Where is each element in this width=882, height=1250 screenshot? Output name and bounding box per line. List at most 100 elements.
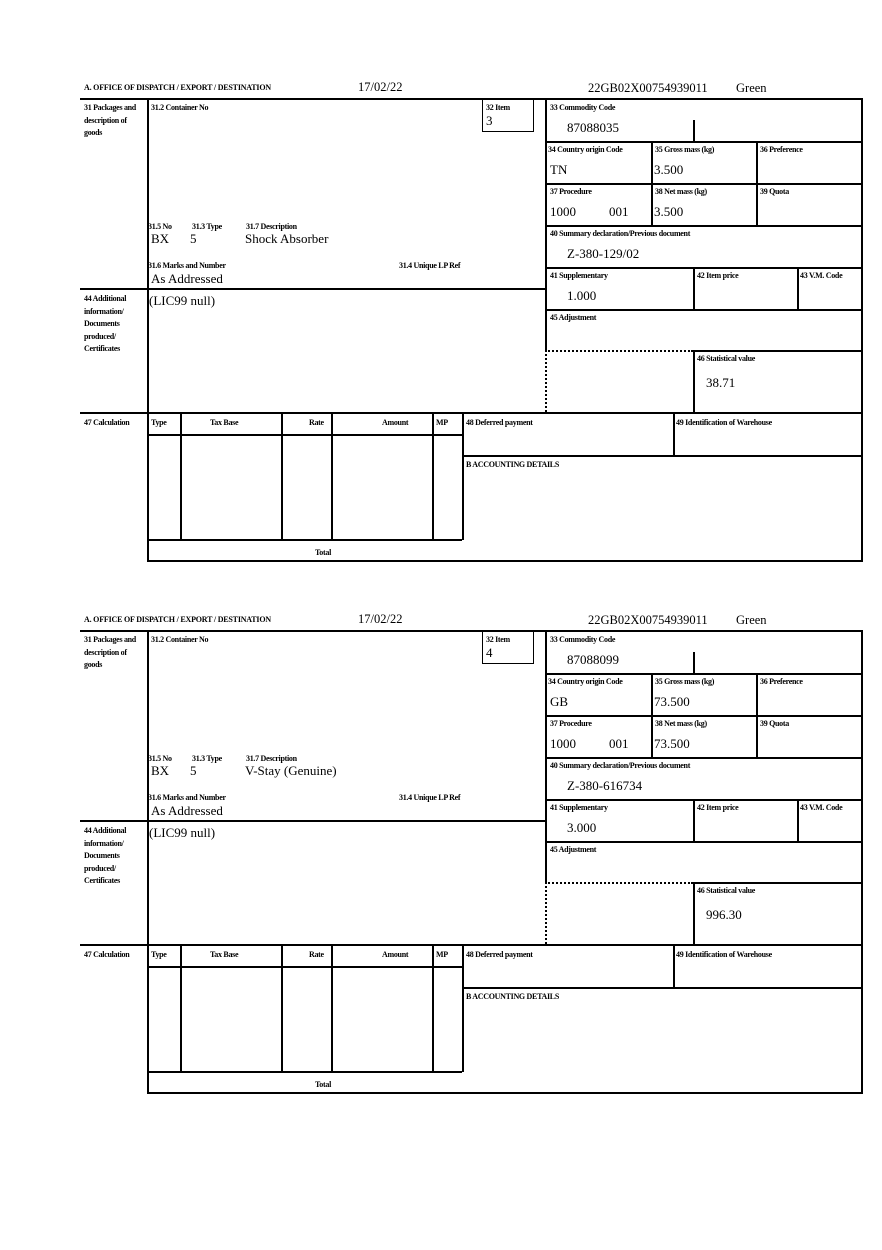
divider xyxy=(545,715,862,717)
divider xyxy=(693,652,695,673)
box-44-label: 44 Additional information/ Documents pro… xyxy=(84,826,127,885)
goods-description: Shock Absorber xyxy=(245,231,329,246)
divider xyxy=(462,945,464,1072)
box-31-2-label: 31.2 Container No xyxy=(151,635,209,644)
box-38-label: 38 Net mass (kg) xyxy=(655,187,707,196)
office-label: A. OFFICE OF DISPATCH / EXPORT / DESTINA… xyxy=(84,83,271,92)
divider xyxy=(147,434,462,436)
divider xyxy=(281,413,283,540)
country-origin-code: TN xyxy=(550,162,568,177)
box-40-label: 40 Summary declaration/Previous document xyxy=(550,761,691,770)
divider xyxy=(80,820,546,822)
box-45-label: 45 Adjustment xyxy=(550,845,597,854)
gross-mass: 3.500 xyxy=(654,162,684,177)
procedure-code: 1000 xyxy=(550,736,576,751)
procedure-code: 1000 xyxy=(550,204,576,219)
col-type-header: Type xyxy=(151,950,167,959)
goods-description: V-Stay (Genuine) xyxy=(245,763,337,778)
declaration-reference: 22GB02X00754939011 xyxy=(588,613,708,627)
box-39-label: 39 Quota xyxy=(760,719,789,728)
col-tax-base-header: Tax Base xyxy=(210,950,239,959)
box-35-label: 35 Gross mass (kg) xyxy=(655,145,715,154)
declaration-date: 17/02/22 xyxy=(358,612,403,626)
procedure-additional-code: 001 xyxy=(609,204,629,219)
box-49-label: 49 Identification of Warehouse xyxy=(676,950,772,959)
box-31-label: 31 Packages and description of goods xyxy=(84,635,136,669)
box-48-label: 48 Deferred payment xyxy=(466,418,533,427)
accounting-details-label: B ACCOUNTING DETAILS xyxy=(466,992,559,1001)
packages-type: 5 xyxy=(190,231,197,246)
divider xyxy=(545,841,862,843)
divider xyxy=(673,413,675,455)
col-rate-header: Rate xyxy=(309,418,324,427)
box-33-label: 33 Commodity Code xyxy=(550,103,616,112)
box-31-6-label: 31.6 Marks and Number xyxy=(148,793,226,802)
divider xyxy=(693,267,695,309)
box-48-label: 48 Deferred payment xyxy=(466,950,533,959)
statistical-value: 996.30 xyxy=(706,907,742,922)
divider xyxy=(861,630,863,1094)
box-31-5-label: 31.5 No xyxy=(148,754,172,763)
customs-declaration-item: A. OFFICE OF DISPATCH / EXPORT / DESTINA… xyxy=(0,0,882,562)
commodity-code: 87088099 xyxy=(567,652,619,667)
box-33-label: 33 Commodity Code xyxy=(550,635,616,644)
box-34-label: 34 Country origin Code xyxy=(548,145,623,154)
box-31-5-label: 31.5 No xyxy=(148,222,172,231)
divider xyxy=(147,1071,462,1073)
gross-mass: 73.500 xyxy=(654,694,690,709)
box-49-label: 49 Identification of Warehouse xyxy=(676,418,772,427)
divider xyxy=(147,1092,863,1094)
divider xyxy=(693,799,695,841)
box-41-label: 41 Supplementary xyxy=(550,803,608,812)
divider xyxy=(797,799,799,841)
divider xyxy=(80,944,863,946)
net-mass: 3.500 xyxy=(654,204,684,219)
accounting-details-label: B ACCOUNTING DETAILS xyxy=(466,460,559,469)
item-box xyxy=(482,98,534,132)
box-31-7-label: 31.7 Description xyxy=(246,222,297,231)
divider xyxy=(545,141,862,143)
box-37-label: 37 Procedure xyxy=(550,187,592,196)
divider xyxy=(432,413,434,540)
divider xyxy=(545,350,693,352)
divider xyxy=(80,288,546,290)
col-amount-header: Amount xyxy=(382,418,409,427)
marks-and-number: As Addressed xyxy=(151,803,223,818)
divider xyxy=(180,413,182,540)
box-31-3-label: 31.3 Type xyxy=(192,754,222,763)
divider xyxy=(673,945,675,987)
divider xyxy=(80,98,863,100)
divider xyxy=(545,882,693,884)
divider xyxy=(432,945,434,1072)
box-36-label: 36 Preference xyxy=(760,677,803,686)
divider xyxy=(693,350,695,412)
box-40-label: 40 Summary declaration/Previous document xyxy=(550,229,691,238)
col-tax-base-header: Tax Base xyxy=(210,418,239,427)
packages-type: 5 xyxy=(190,763,197,778)
divider xyxy=(545,630,547,882)
divider xyxy=(545,757,862,759)
col-mp-header: MP xyxy=(436,418,448,427)
divider xyxy=(693,350,862,352)
divider xyxy=(331,413,333,540)
divider xyxy=(693,882,862,884)
net-mass: 73.500 xyxy=(654,736,690,751)
box-43-label: 43 V.M. Code xyxy=(800,803,843,812)
route-status: Green xyxy=(736,81,767,95)
divider xyxy=(545,673,862,675)
box-35-label: 35 Gross mass (kg) xyxy=(655,677,715,686)
col-mp-header: MP xyxy=(436,950,448,959)
divider xyxy=(693,882,695,944)
divider xyxy=(861,98,863,562)
box-31-4-label: 31.4 Unique LP Ref xyxy=(399,261,461,270)
divider xyxy=(147,966,462,968)
total-label: Total xyxy=(315,1080,331,1089)
divider xyxy=(462,413,464,540)
total-label: Total xyxy=(315,548,331,557)
box-44-label: 44 Additional information/ Documents pro… xyxy=(84,294,127,353)
divider xyxy=(651,673,653,757)
divider xyxy=(545,267,862,269)
col-rate-header: Rate xyxy=(309,950,324,959)
marks-and-number: As Addressed xyxy=(151,271,223,286)
col-amount-header: Amount xyxy=(382,950,409,959)
